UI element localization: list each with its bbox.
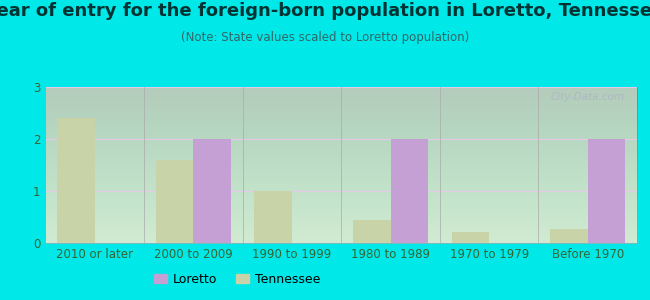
Bar xyxy=(194,139,231,243)
Bar xyxy=(391,139,428,243)
Bar xyxy=(551,229,588,243)
Text: Year of entry for the foreign-born population in Loretto, Tennessee: Year of entry for the foreign-born popul… xyxy=(0,2,650,20)
Bar xyxy=(588,139,625,243)
Legend: Loretto, Tennessee: Loretto, Tennessee xyxy=(150,268,325,291)
Bar xyxy=(57,118,95,243)
Bar xyxy=(255,191,292,243)
Bar xyxy=(353,220,391,243)
Text: (Note: State values scaled to Loretto population): (Note: State values scaled to Loretto po… xyxy=(181,32,469,44)
Bar xyxy=(452,232,489,243)
Bar xyxy=(156,160,194,243)
Text: City-Data.com: City-Data.com xyxy=(551,92,625,102)
